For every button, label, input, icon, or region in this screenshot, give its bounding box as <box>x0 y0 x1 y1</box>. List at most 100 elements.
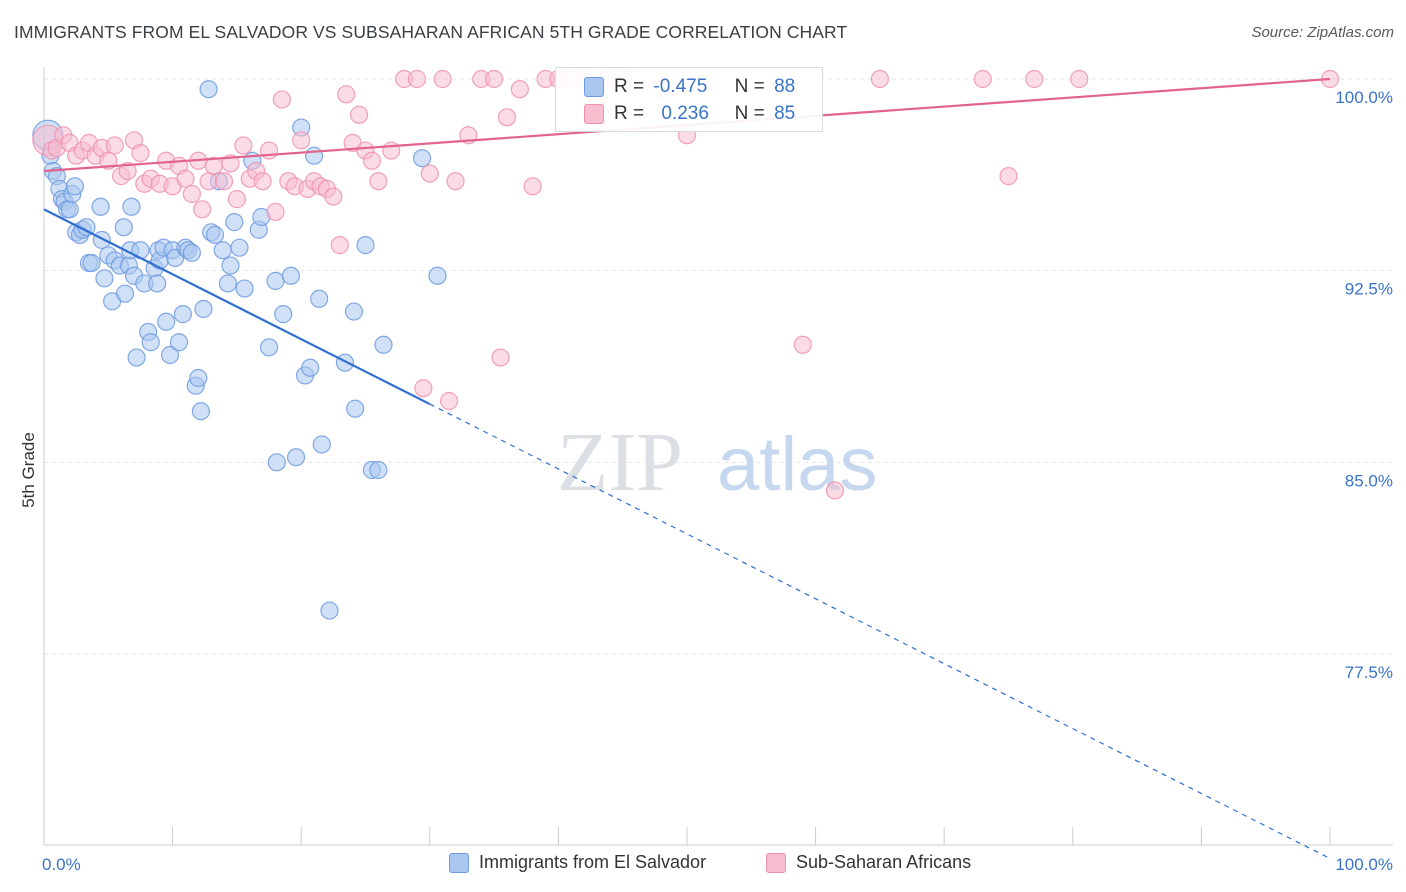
point-sub-saharan <box>497 108 517 127</box>
point-el-salvador <box>225 213 244 232</box>
point-el-salvador <box>335 353 355 372</box>
legend-swatch-el-salvador <box>449 852 469 873</box>
point-sub-saharan <box>253 172 272 191</box>
point-sub-saharan <box>420 164 439 183</box>
y-tick-label: 100.0% <box>1335 88 1393 107</box>
trend-line-el-salvador-extrapolated <box>429 403 1331 859</box>
point-el-salvador <box>221 256 240 275</box>
point-el-salvador <box>141 333 160 352</box>
tick-labels: 77.5% 85.0% 92.5% 100.0% 0.0% 100.0% <box>42 88 1393 874</box>
watermark-atlas: atlas <box>717 422 878 507</box>
watermark-zip: ZIP <box>557 416 683 509</box>
point-sub-saharan <box>870 69 890 89</box>
x-tick-label-min: 0.0% <box>42 855 81 874</box>
point-el-salvador <box>127 348 146 367</box>
point-el-salvador <box>122 197 141 216</box>
point-sub-saharan <box>1025 69 1044 89</box>
point-el-salvador <box>205 225 225 244</box>
point-el-salvador <box>173 305 192 324</box>
point-el-salvador <box>412 149 432 168</box>
point-el-salvador <box>213 241 232 260</box>
legend-item-sub-saharan: Sub-Saharan Africans <box>766 852 971 873</box>
legend-n-value-blue: 88 <box>774 76 796 97</box>
point-el-salvador <box>191 402 210 421</box>
point-sub-saharan <box>131 144 150 163</box>
point-sub-saharan <box>227 190 246 209</box>
y-axis-title: 5th Grade <box>19 432 38 508</box>
point-sub-saharan <box>259 141 279 160</box>
point-el-salvador <box>91 197 110 216</box>
point-sub-saharan <box>825 481 844 500</box>
axes <box>43 67 1393 846</box>
trend-line-el-salvador <box>43 208 431 406</box>
point-sub-saharan <box>382 141 401 160</box>
point-el-salvador <box>310 289 329 308</box>
point-el-salvador <box>65 177 84 196</box>
point-sub-saharan <box>176 169 195 188</box>
point-el-salvador <box>266 271 285 290</box>
legend-n-label: N = <box>734 103 765 124</box>
point-sub-saharan <box>510 80 529 99</box>
point-el-salvador <box>428 266 447 285</box>
point-sub-saharan <box>491 348 510 367</box>
point-el-salvador <box>157 312 176 331</box>
point-sub-saharan <box>485 69 504 89</box>
point-sub-saharan <box>446 172 465 191</box>
point-sub-saharan <box>999 167 1018 186</box>
point-sub-saharan <box>439 391 459 411</box>
point-sub-saharan <box>266 202 285 221</box>
point-el-salvador <box>95 269 114 288</box>
point-el-salvador <box>230 238 249 257</box>
legend-swatch-pink <box>584 104 604 124</box>
watermark: ZIP atlas <box>557 416 878 509</box>
point-sub-saharan <box>973 69 992 89</box>
point-sub-saharan <box>433 69 452 89</box>
correlation-legend: R = -0.475 N = 88 R = 0.236 N = 85 <box>555 67 823 132</box>
point-el-salvador <box>374 335 393 354</box>
y-tick-label: 92.5% <box>1345 280 1393 299</box>
point-el-salvador <box>301 358 320 377</box>
point-el-salvador <box>169 333 189 352</box>
point-sub-saharan <box>193 200 212 219</box>
series-legend: Immigrants from El Salvador Sub-Saharan … <box>0 852 1406 876</box>
source-credit: Source: ZipAtlas.com <box>1251 24 1394 41</box>
point-el-salvador <box>182 243 201 262</box>
point-el-salvador <box>82 253 101 273</box>
point-sub-saharan <box>793 335 812 354</box>
x-tick-label-max: 100.0% <box>1335 855 1393 874</box>
legend-r-value-pink: 0.236 <box>661 103 709 124</box>
point-el-salvador <box>189 368 208 388</box>
chart-title: IMMIGRANTS FROM EL SALVADOR VS SUBSAHARA… <box>14 22 848 42</box>
point-el-salvador <box>344 302 364 321</box>
legend-swatch-sub-saharan <box>766 852 786 873</box>
point-sub-saharan <box>349 105 369 124</box>
point-el-salvador <box>312 435 331 454</box>
point-el-salvador <box>148 274 167 293</box>
point-el-salvador <box>356 236 375 255</box>
point-el-salvador <box>114 218 133 237</box>
point-sub-saharan <box>118 161 137 181</box>
legend-n-label: N = <box>734 76 765 97</box>
point-el-salvador <box>274 305 293 324</box>
legend-n-value-pink: 85 <box>774 103 796 124</box>
point-el-salvador <box>115 284 135 303</box>
legend-label-sub-saharan: Sub-Saharan Africans <box>796 852 972 872</box>
legend-r-value-blue: -0.475 <box>653 76 708 97</box>
point-sub-saharan <box>1070 69 1089 89</box>
point-el-salvador <box>259 338 279 357</box>
point-sub-saharan <box>221 154 240 173</box>
point-el-salvador <box>60 200 79 219</box>
point-sub-saharan <box>414 379 433 398</box>
legend-label-el-salvador: Immigrants from El Salvador <box>479 852 707 872</box>
legend-r-label: R = <box>614 76 645 97</box>
point-el-salvador <box>286 448 306 467</box>
point-sub-saharan <box>234 136 253 155</box>
point-sub-saharan <box>182 184 201 204</box>
point-sub-saharan <box>292 131 311 150</box>
point-sub-saharan <box>214 172 234 191</box>
point-el-salvador <box>320 601 339 620</box>
point-sub-saharan <box>337 85 356 104</box>
point-sub-saharan <box>272 90 292 109</box>
point-sub-saharan <box>369 172 388 191</box>
